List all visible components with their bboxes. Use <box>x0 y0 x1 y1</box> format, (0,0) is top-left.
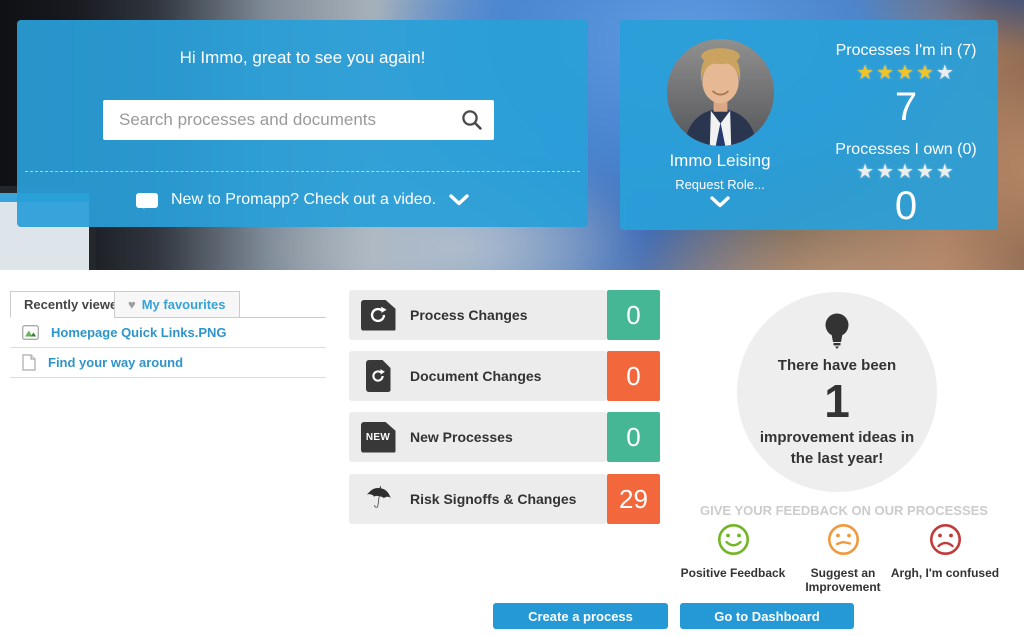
feedback-section-title: GIVE YOUR FEEDBACK ON OUR PROCESSES <box>700 503 988 518</box>
search-input[interactable] <box>103 100 444 140</box>
stat-label: Document Changes <box>410 368 542 384</box>
recent-panel: Recently viewed ♥ My favourites Homepage… <box>10 291 326 378</box>
processes-im-in-label: Processes I'm in (7) <box>835 42 977 59</box>
stat-value: 29 <box>607 474 660 524</box>
idea-line-1: There have been <box>777 357 897 374</box>
stat-body: ☂ Risk Signoffs & Changes <box>349 474 607 524</box>
list-item-find-your-way[interactable]: Find your way around <box>10 348 326 378</box>
stat-row-document-changes[interactable]: Document Changes 0 <box>349 351 660 401</box>
list-item-label: Homepage Quick Links.PNG <box>51 325 227 340</box>
speech-bubble-icon <box>135 192 158 209</box>
stat-body: Document Changes <box>349 351 607 401</box>
stat-body: NEW New Processes <box>349 412 607 462</box>
new-badge-icon: NEW <box>360 421 396 453</box>
request-role-link[interactable]: Request Role... <box>675 177 765 192</box>
tab-my-favourites[interactable]: ♥ My favourites <box>114 291 240 318</box>
create-process-button[interactable]: Create a process <box>493 603 668 629</box>
welcome-panel: Hi Immo, great to see you again! New to … <box>17 20 588 227</box>
video-link-label: New to Promapp? Check out a video. <box>170 191 437 208</box>
profile-name: Immo Leising <box>669 151 771 170</box>
avatar[interactable] <box>667 39 774 146</box>
heart-icon: ♥ <box>128 297 136 312</box>
search-box <box>103 100 494 140</box>
feedback-positive-button[interactable]: Positive Feedback <box>680 523 786 580</box>
improvement-ideas-circle: There have been 1 improvement ideas in t… <box>737 292 937 492</box>
process-refresh-icon <box>360 299 396 331</box>
idea-line-3: the last year! <box>790 449 884 467</box>
neutral-face-icon <box>827 524 859 555</box>
document-refresh-icon <box>365 360 391 392</box>
profile-panel: Immo Leising Request Role... Processes I… <box>620 20 998 230</box>
search-icon[interactable] <box>461 109 483 131</box>
stat-row-process-changes[interactable]: Process Changes 0 <box>349 290 660 340</box>
stat-row-new-processes[interactable]: NEW New Processes 0 <box>349 412 660 462</box>
dashed-divider <box>25 171 580 172</box>
happy-face-icon <box>717 524 749 555</box>
idea-count: 1 <box>824 375 850 427</box>
stat-body: Process Changes <box>349 290 607 340</box>
feedback-label: Suggest an Improvement <box>805 566 881 595</box>
stat-label: Process Changes <box>410 307 528 323</box>
star-rating: ★★★★★ <box>856 62 956 84</box>
stat-value: 0 <box>607 290 660 340</box>
sad-face-icon <box>929 524 961 555</box>
stat-label: Risk Signoffs & Changes <box>410 491 577 507</box>
lightbulb-icon <box>825 313 849 349</box>
chevron-down-icon[interactable] <box>710 196 730 208</box>
feedback-label: Positive Feedback <box>680 566 786 580</box>
processes-i-own-stat: Processes I own (0) ★★★★★ 0 <box>822 141 990 226</box>
processes-im-in-count: 7 <box>894 85 918 129</box>
go-to-dashboard-button[interactable]: Go to Dashboard <box>680 603 854 629</box>
stat-row-risk-signoffs[interactable]: ☂ Risk Signoffs & Changes 29 <box>349 474 660 524</box>
feedback-confused-button[interactable]: Argh, I'm confused <box>888 523 1002 580</box>
chevron-down-icon <box>449 194 469 206</box>
tab-row: Recently viewed ♥ My favourites <box>10 291 326 318</box>
processes-im-in-stat: Processes I'm in (7) ★★★★★ 7 <box>822 42 990 127</box>
processes-i-own-label: Processes I own (0) <box>835 141 977 158</box>
video-link[interactable]: New to Promapp? Check out a video. <box>17 186 588 214</box>
tab-label: My favourites <box>141 297 226 312</box>
document-icon <box>22 354 36 371</box>
umbrella-icon: ☂ <box>362 480 394 517</box>
greeting-text: Hi Immo, great to see you again! <box>179 48 426 67</box>
tab-label: Recently viewed <box>24 297 126 312</box>
stat-value: 0 <box>607 351 660 401</box>
stat-value: 0 <box>607 412 660 462</box>
processes-i-own-count: 0 <box>894 184 918 228</box>
list-item-label: Find your way around <box>48 355 184 370</box>
star-rating: ★★★★★ <box>856 161 956 183</box>
list-item-homepage-quick-links[interactable]: Homepage Quick Links.PNG <box>10 318 326 348</box>
stat-label: New Processes <box>410 429 513 445</box>
feedback-label: Argh, I'm confused <box>890 566 1000 580</box>
idea-line-2: improvement ideas in <box>759 428 915 446</box>
feedback-suggest-button[interactable]: Suggest an Improvement <box>790 523 896 595</box>
image-icon <box>22 325 39 340</box>
